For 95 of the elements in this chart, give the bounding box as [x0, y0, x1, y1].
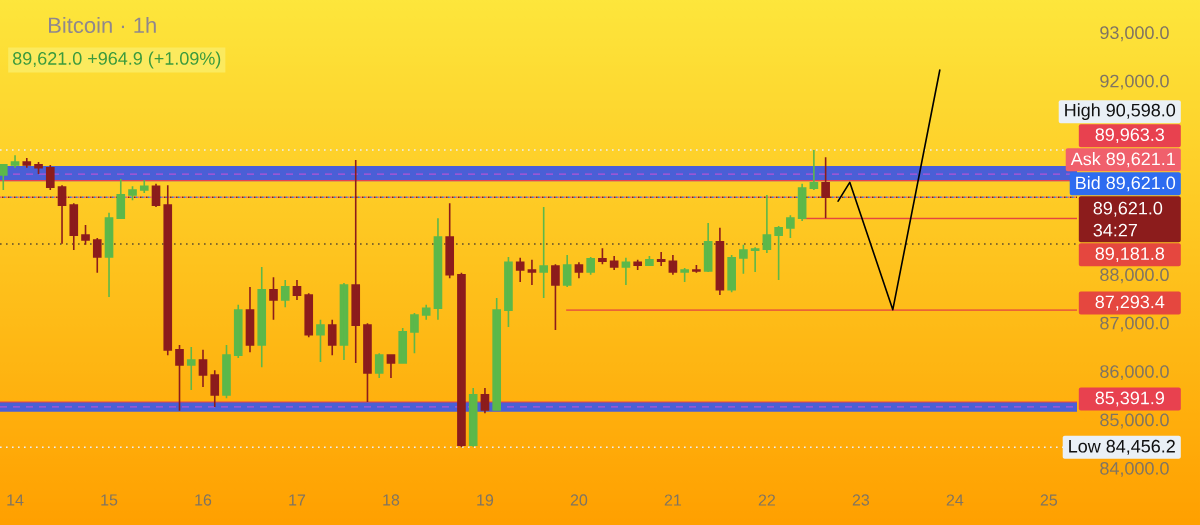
candlestick	[374, 352, 384, 379]
candlestick	[304, 292, 314, 339]
x-tick-label: 24	[946, 494, 964, 506]
candlestick	[680, 267, 689, 283]
candlestick	[410, 312, 419, 355]
candlestick	[750, 246, 760, 273]
candlestick	[104, 212, 114, 298]
ref-line-label: Bid 89,621.0	[1076, 176, 1176, 192]
candlestick	[10, 154, 20, 169]
candlestick	[574, 261, 584, 279]
candlestick	[457, 272, 466, 449]
candlestick	[269, 276, 278, 321]
candlestick	[433, 217, 443, 321]
candlestick	[45, 164, 55, 191]
x-tick-label: 18	[383, 494, 400, 506]
y-tick-label: 93,000.0	[1100, 26, 1169, 42]
candlestick	[786, 214, 795, 239]
candlestick	[515, 257, 525, 283]
candlestick	[81, 224, 90, 246]
candlestick	[69, 202, 79, 251]
candlestick	[703, 222, 713, 273]
y-tick-label: 88,000.0	[1100, 268, 1169, 284]
candlestick	[656, 251, 666, 267]
candlestick	[809, 149, 819, 191]
x-tick-label: 16	[195, 494, 212, 506]
x-tick-label: 23	[852, 494, 870, 506]
candlestick	[0, 164, 8, 191]
candlestick	[527, 258, 537, 286]
y-tick-label: 92,000.0	[1100, 74, 1169, 90]
candlestick	[562, 254, 572, 288]
x-tick-label: 14	[7, 494, 24, 506]
candlestick	[175, 344, 184, 412]
y-tick-label: 87,000.0	[1100, 316, 1169, 332]
candlestick	[551, 263, 560, 331]
ref-line-label: High 90,598.0	[1065, 103, 1176, 121]
ref-line-label: 89,621.0 34:27	[1093, 201, 1163, 237]
x-tick-label: 22	[758, 494, 775, 506]
ref-line-label: Ask 89,621.1	[1070, 152, 1175, 168]
text: 89,621.0 +964.9 (+1.09%)	[12, 51, 221, 69]
y-tick-label: 84,000.0	[1100, 461, 1169, 477]
candlestick	[198, 349, 208, 388]
candlestick	[468, 387, 478, 448]
ref-line-label: Low 84,456.2	[1069, 439, 1175, 455]
ref-line-label: 89,963.3	[1095, 128, 1165, 144]
candlestick	[210, 369, 220, 408]
candlestick	[280, 279, 290, 309]
x-tick-label: 20	[570, 494, 588, 506]
x-tick-label: 15	[101, 494, 118, 506]
data-label: 87,293.4	[1095, 295, 1165, 311]
chart-title: Bitcoin · 1h	[49, 16, 156, 34]
candlestick	[233, 304, 243, 359]
candlestick	[116, 178, 126, 219]
candlestick	[245, 286, 255, 354]
candlestick	[398, 327, 408, 364]
candlestick	[139, 179, 149, 194]
candlestick	[34, 161, 43, 175]
x-tick-label: 25	[1040, 494, 1058, 506]
candlestick	[609, 255, 619, 271]
candlestick	[386, 354, 396, 379]
candlestick	[586, 256, 595, 276]
candlestick	[257, 266, 267, 369]
candlestick	[715, 227, 725, 296]
candlestick	[480, 387, 490, 415]
line-series	[837, 69, 941, 311]
candlestick	[22, 157, 32, 169]
candlestick	[633, 258, 642, 271]
candlestick	[363, 322, 372, 403]
candlestick	[621, 257, 631, 286]
candlestick	[504, 256, 513, 328]
candlestick	[492, 297, 502, 411]
candlestick	[128, 185, 137, 202]
y-tick-label: 86,000.0	[1100, 365, 1169, 381]
candlestick	[292, 279, 302, 301]
candlestick	[445, 202, 455, 279]
candlestick	[316, 319, 325, 363]
ref-line-label: 85,391.9	[1095, 391, 1164, 407]
data-label: 89,181.8	[1095, 247, 1165, 263]
candlestick	[598, 247, 607, 265]
candlestick	[327, 319, 337, 356]
candlestick	[739, 243, 748, 275]
y-tick-label: 85,000.0	[1100, 413, 1169, 429]
x-tick-label: 19	[477, 494, 494, 506]
candlestick	[774, 225, 783, 281]
candlestick	[186, 346, 196, 391]
candlestick	[692, 264, 701, 274]
x-tick-label: 21	[664, 494, 682, 506]
candlestick	[421, 304, 431, 321]
candlestick	[92, 237, 102, 274]
candlestick	[539, 206, 549, 299]
x-tick-label: 17	[289, 494, 306, 506]
candlestick	[668, 254, 678, 276]
candlestick	[222, 344, 231, 400]
candlestick	[645, 255, 654, 267]
candlestick	[727, 254, 736, 294]
candlestick	[762, 194, 772, 254]
